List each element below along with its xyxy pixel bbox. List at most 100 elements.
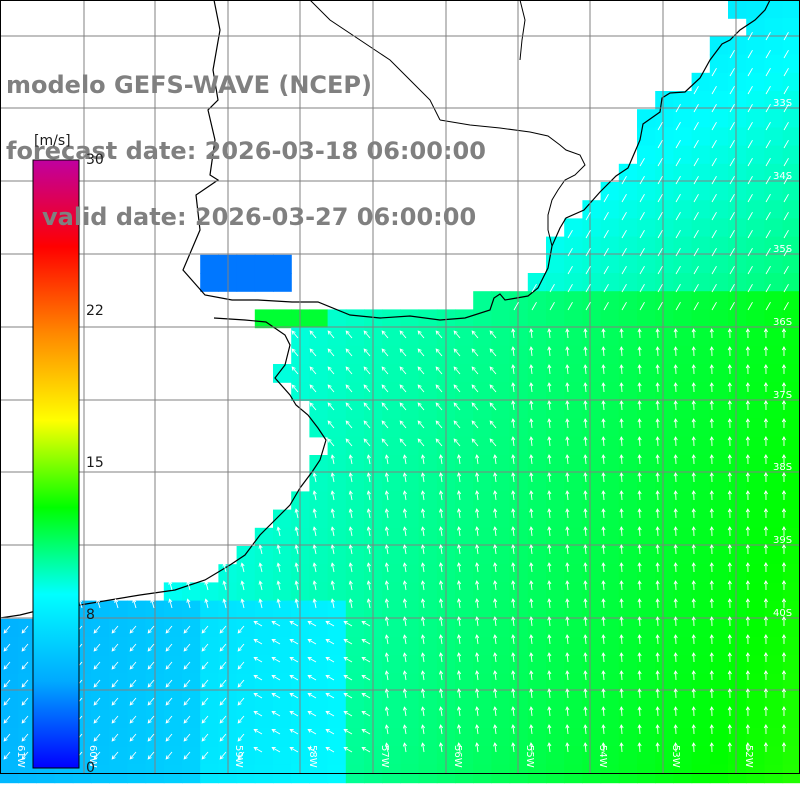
wind-speed-cell — [291, 491, 310, 511]
wind-arrow — [637, 634, 642, 645]
wind-arrow — [783, 103, 789, 113]
wind-speed-cell — [345, 655, 365, 674]
wind-arrow — [619, 742, 624, 753]
wind-speed-cell — [637, 527, 656, 547]
wind-speed-cell — [728, 746, 747, 765]
wind-speed-cell — [382, 582, 401, 602]
wind-speed-cell — [764, 0, 784, 19]
wind-speed-cell — [764, 36, 784, 56]
wind-speed-cell — [709, 327, 729, 347]
wind-speed-cell — [382, 691, 401, 711]
wind-arrow — [219, 643, 227, 652]
wind-speed-cell — [527, 655, 547, 674]
wind-arrow — [711, 247, 717, 257]
wind-arrow — [781, 454, 787, 465]
latitude-label: 38S — [773, 462, 792, 473]
wind-arrow — [601, 670, 606, 681]
valid-date: valid date: 2026-03-27 06:00:00 — [42, 203, 477, 231]
wind-arrow — [619, 382, 624, 393]
wind-speed-cell — [691, 527, 711, 547]
wind-arrow — [565, 346, 570, 357]
wind-speed-cell — [782, 54, 800, 74]
wind-arrow — [547, 508, 552, 519]
wind-arrow — [417, 402, 425, 411]
wind-arrow — [237, 643, 245, 652]
wind-arrow — [565, 544, 570, 555]
wind-speed-cell — [691, 345, 711, 365]
wind-speed-cell — [327, 509, 347, 529]
wind-speed-cell — [127, 637, 147, 656]
wind-speed-cell — [564, 564, 583, 583]
wind-arrow — [673, 490, 678, 501]
wind-speed-cell — [600, 418, 620, 438]
wind-arrow — [727, 454, 732, 465]
wind-arrow — [583, 724, 588, 735]
wind-speed-cell — [273, 564, 292, 583]
wind-arrow — [727, 508, 732, 519]
wind-speed-cell — [746, 728, 765, 747]
wind-speed-cell — [582, 382, 602, 401]
wind-arrow — [111, 625, 119, 634]
wind-speed-cell — [618, 182, 638, 201]
wind-arrow — [475, 670, 480, 681]
wind-speed-cell — [728, 0, 747, 19]
wind-speed-cell — [400, 600, 420, 620]
wind-speed-cell — [764, 327, 784, 347]
wind-arrow — [147, 751, 155, 760]
wind-arrow — [601, 598, 606, 609]
wind-arrow — [745, 454, 750, 465]
wind-arrow — [420, 526, 426, 537]
wind-speed-cell — [655, 728, 674, 747]
wind-arrow — [747, 211, 753, 221]
wind-speed-cell — [709, 691, 729, 711]
wind-arrow — [763, 490, 768, 501]
wind-speed-cell — [564, 345, 583, 365]
wind-speed-cell — [564, 327, 583, 347]
wind-arrow — [343, 621, 353, 627]
wind-arrow — [183, 643, 191, 652]
country-border — [309, 0, 441, 121]
wind-speed-cell — [746, 345, 765, 365]
wind-speed-cell — [291, 564, 310, 583]
wind-arrow — [781, 598, 787, 609]
wind-arrow — [399, 438, 407, 447]
wind-arrow — [565, 742, 570, 753]
wind-arrow — [657, 139, 663, 149]
wind-speed-cell — [491, 455, 511, 474]
wind-speed-cell — [764, 254, 784, 274]
wind-arrow — [783, 193, 789, 203]
wind-arrow — [619, 346, 624, 357]
wind-arrow — [673, 580, 678, 591]
wind-arrow — [420, 562, 426, 573]
wind-arrow — [655, 328, 660, 339]
wind-arrow — [330, 508, 335, 519]
wind-arrow — [745, 706, 750, 717]
wind-speed-cell — [382, 728, 401, 747]
wind-arrow — [729, 265, 735, 275]
wind-speed-cell — [327, 582, 347, 602]
wind-arrow — [763, 400, 768, 411]
wind-arrow — [619, 328, 624, 339]
wind-speed-cell — [673, 309, 693, 329]
wind-arrow — [745, 544, 750, 555]
wind-arrow — [471, 330, 479, 339]
wind-speed-cell — [327, 600, 347, 620]
wind-speed-cell — [455, 382, 474, 401]
wind-speed-cell — [637, 709, 656, 729]
wind-arrow — [675, 229, 681, 239]
wind-speed-cell — [546, 436, 565, 456]
wind-speed-cell — [782, 163, 800, 183]
wind-speed-cell — [673, 637, 693, 656]
wind-speed-cell — [546, 291, 565, 310]
map-title: modelo GEFS-WAVE (NCEP) forecast date: 2… — [6, 30, 486, 272]
wind-arrow — [565, 616, 570, 627]
wind-speed-cell — [746, 54, 765, 74]
wind-speed-cell — [618, 400, 638, 420]
wind-speed-cell — [0, 655, 19, 674]
wind-arrow — [781, 706, 787, 717]
wind-speed-cell — [546, 728, 565, 747]
wind-speed-cell — [163, 637, 183, 656]
wind-speed-cell — [728, 436, 747, 456]
wind-arrow — [565, 436, 570, 447]
wind-arrow — [417, 384, 425, 393]
